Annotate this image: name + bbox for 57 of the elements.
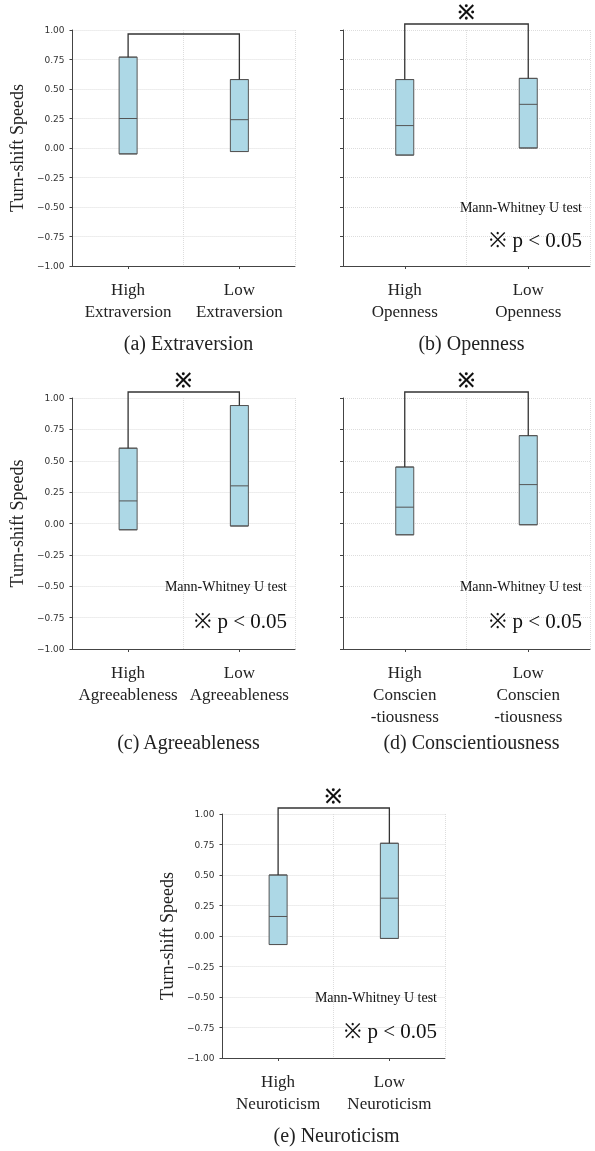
y-tick-label: 0.75 [44, 424, 65, 435]
y-tick-label: 0.75 [44, 54, 65, 65]
annotation: ※ p < 0.05 [489, 609, 582, 634]
y-tick-label: 0.25 [194, 900, 215, 911]
y-tick-label: −0.50 [36, 581, 65, 592]
text: ※ [325, 785, 343, 807]
x-tick-label: High Openness [371, 279, 438, 321]
y-tick-label: 0.50 [44, 84, 65, 94]
y-tick-label: −1.00 [36, 261, 65, 271]
annotation: Mann-Whitney U test [164, 578, 288, 594]
y-tick-label: −0.50 [36, 202, 65, 212]
text: ※ [175, 369, 193, 391]
y-tick-label: −0.75 [36, 612, 65, 623]
text: (a) Extraversion [123, 332, 254, 355]
y-tick-label: 0.00 [194, 931, 215, 941]
y-tick-label: 0.25 [44, 113, 65, 124]
y-tick-label: 1.00 [194, 809, 215, 819]
text: ※ [458, 369, 475, 391]
y-tick-label: 0.00 [44, 518, 65, 529]
y-tick-label: −0.75 [36, 231, 65, 242]
x-tick-label: Low Neuroticism [347, 1071, 432, 1113]
y-tick-label: −0.25 [186, 961, 215, 972]
annotation: ※ p < 0.05 [489, 228, 582, 253]
y-tick-label: −1.00 [36, 644, 65, 654]
x-tick-label: Low Agreeableness [189, 662, 289, 704]
annotation: Mann-Whitney U test [314, 989, 438, 1005]
y-tick-label: −0.25 [36, 172, 65, 183]
y-axis-title: Turn-shift Speeds [157, 872, 177, 1000]
text: (c) Agreeableness [117, 731, 261, 754]
annotation: ※ p < 0.05 [194, 609, 287, 634]
y-tick-label: 1.00 [44, 25, 65, 35]
y-tick-label: −0.25 [36, 549, 65, 560]
text: (d) Conscientiousness [383, 731, 560, 754]
y-tick-label: 0.25 [44, 487, 65, 498]
annotation: Mann-Whitney U test [459, 199, 583, 215]
x-tick-label: Low Openness [495, 279, 562, 321]
x-tick-label: High Agreeableness [78, 662, 178, 704]
x-tick-label: High Neuroticism [236, 1071, 321, 1113]
x-tick-label: High Conscien -tiousness [370, 662, 439, 726]
y-tick-label: 0.00 [44, 143, 65, 153]
y-axis-title: Turn-shift Speeds [7, 84, 27, 212]
y-tick-label: 0.50 [194, 870, 215, 880]
y-axis-title: Turn-shift Speeds [7, 459, 27, 588]
annotation: Mann-Whitney U test [459, 578, 583, 594]
x-tick-label: Low Conscien -tiousness [494, 662, 563, 726]
y-tick-label: 1.00 [44, 393, 65, 403]
x-tick-label: Low Extraversion [195, 279, 284, 321]
text: (e) Neuroticism [273, 1124, 400, 1147]
y-tick-label: 0.50 [44, 455, 65, 466]
text: (b) Openness [418, 332, 525, 355]
y-tick-label: −0.75 [186, 1022, 215, 1033]
y-tick-label: −1.00 [186, 1053, 215, 1063]
annotation: ※ p < 0.05 [344, 1019, 437, 1044]
text: ※ [458, 1, 475, 23]
y-tick-label: 0.75 [194, 839, 215, 850]
x-tick-label: High Extraversion [84, 279, 173, 321]
y-tick-label: −0.50 [186, 992, 215, 1002]
